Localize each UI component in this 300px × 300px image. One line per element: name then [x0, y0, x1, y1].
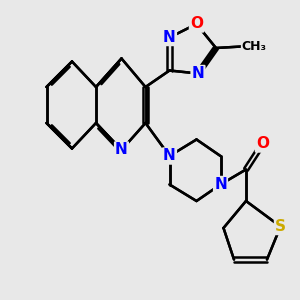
Text: N: N	[192, 66, 204, 81]
Text: O: O	[256, 136, 269, 152]
Text: N: N	[163, 30, 176, 45]
Text: S: S	[275, 219, 286, 234]
Text: N: N	[214, 177, 227, 192]
Text: O: O	[190, 16, 203, 32]
Text: CH₃: CH₃	[242, 40, 266, 53]
Text: N: N	[163, 148, 176, 164]
Text: N: N	[115, 142, 128, 158]
